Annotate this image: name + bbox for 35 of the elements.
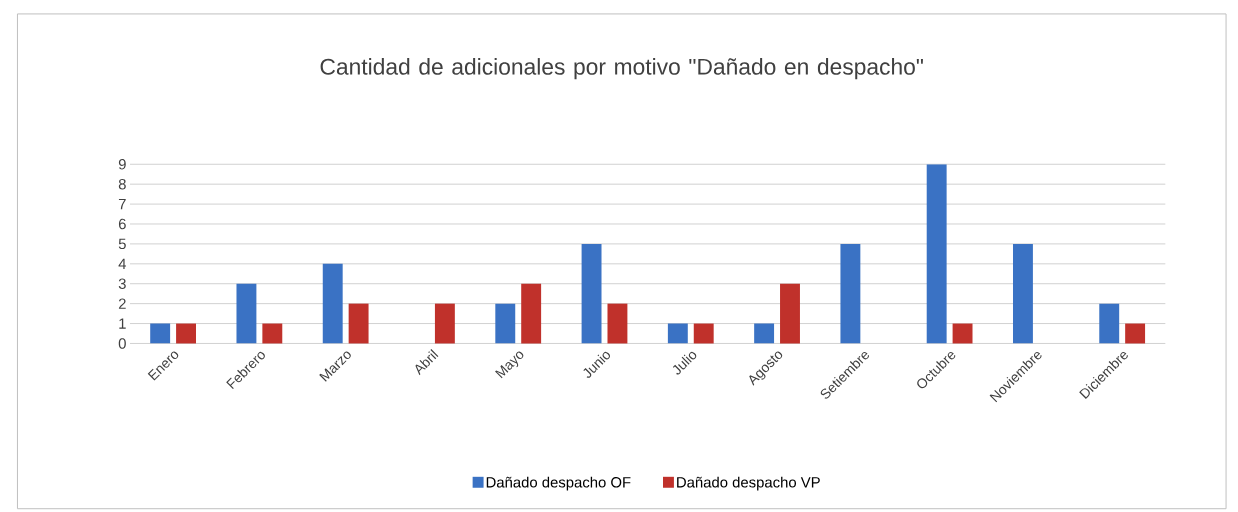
y-tick-label: 3 — [118, 278, 126, 290]
bar — [667, 323, 688, 344]
y-tick-label: 7 — [118, 199, 126, 210]
y-tick-label: 6 — [118, 218, 126, 230]
y-tick-label: 5 — [118, 238, 126, 250]
bar — [236, 283, 257, 344]
bar — [581, 244, 602, 344]
bar — [348, 303, 369, 344]
bar — [495, 303, 516, 344]
y-tick-label: 8 — [118, 179, 126, 190]
y-tick-label: 0 — [118, 338, 126, 349]
legend-label: Dañado despacho VP — [677, 476, 820, 491]
legend-label: Dañado despacho OF — [486, 476, 631, 491]
y-tick-label: 1 — [119, 318, 126, 329]
bar — [434, 303, 455, 344]
chart-title: Cantidad de adicionales por motivo "Dañado en despacho" — [320, 58, 923, 80]
bar — [1125, 323, 1146, 344]
bar — [926, 164, 947, 344]
bar — [840, 244, 861, 344]
bar — [521, 283, 542, 344]
y-tick-label: 9 — [118, 159, 126, 170]
bar — [693, 323, 714, 344]
bar — [607, 303, 628, 344]
bar — [952, 323, 973, 344]
bar — [1013, 244, 1033, 344]
bar — [780, 283, 800, 344]
y-tick-label: 2 — [118, 298, 126, 309]
y-tick-label: 4 — [118, 258, 127, 270]
bar — [176, 323, 196, 344]
bar — [322, 263, 343, 344]
bar — [1099, 303, 1120, 344]
bar — [150, 323, 171, 344]
x-tick-label: Julio — [672, 352, 697, 375]
bar — [754, 323, 775, 344]
bar — [262, 323, 283, 344]
